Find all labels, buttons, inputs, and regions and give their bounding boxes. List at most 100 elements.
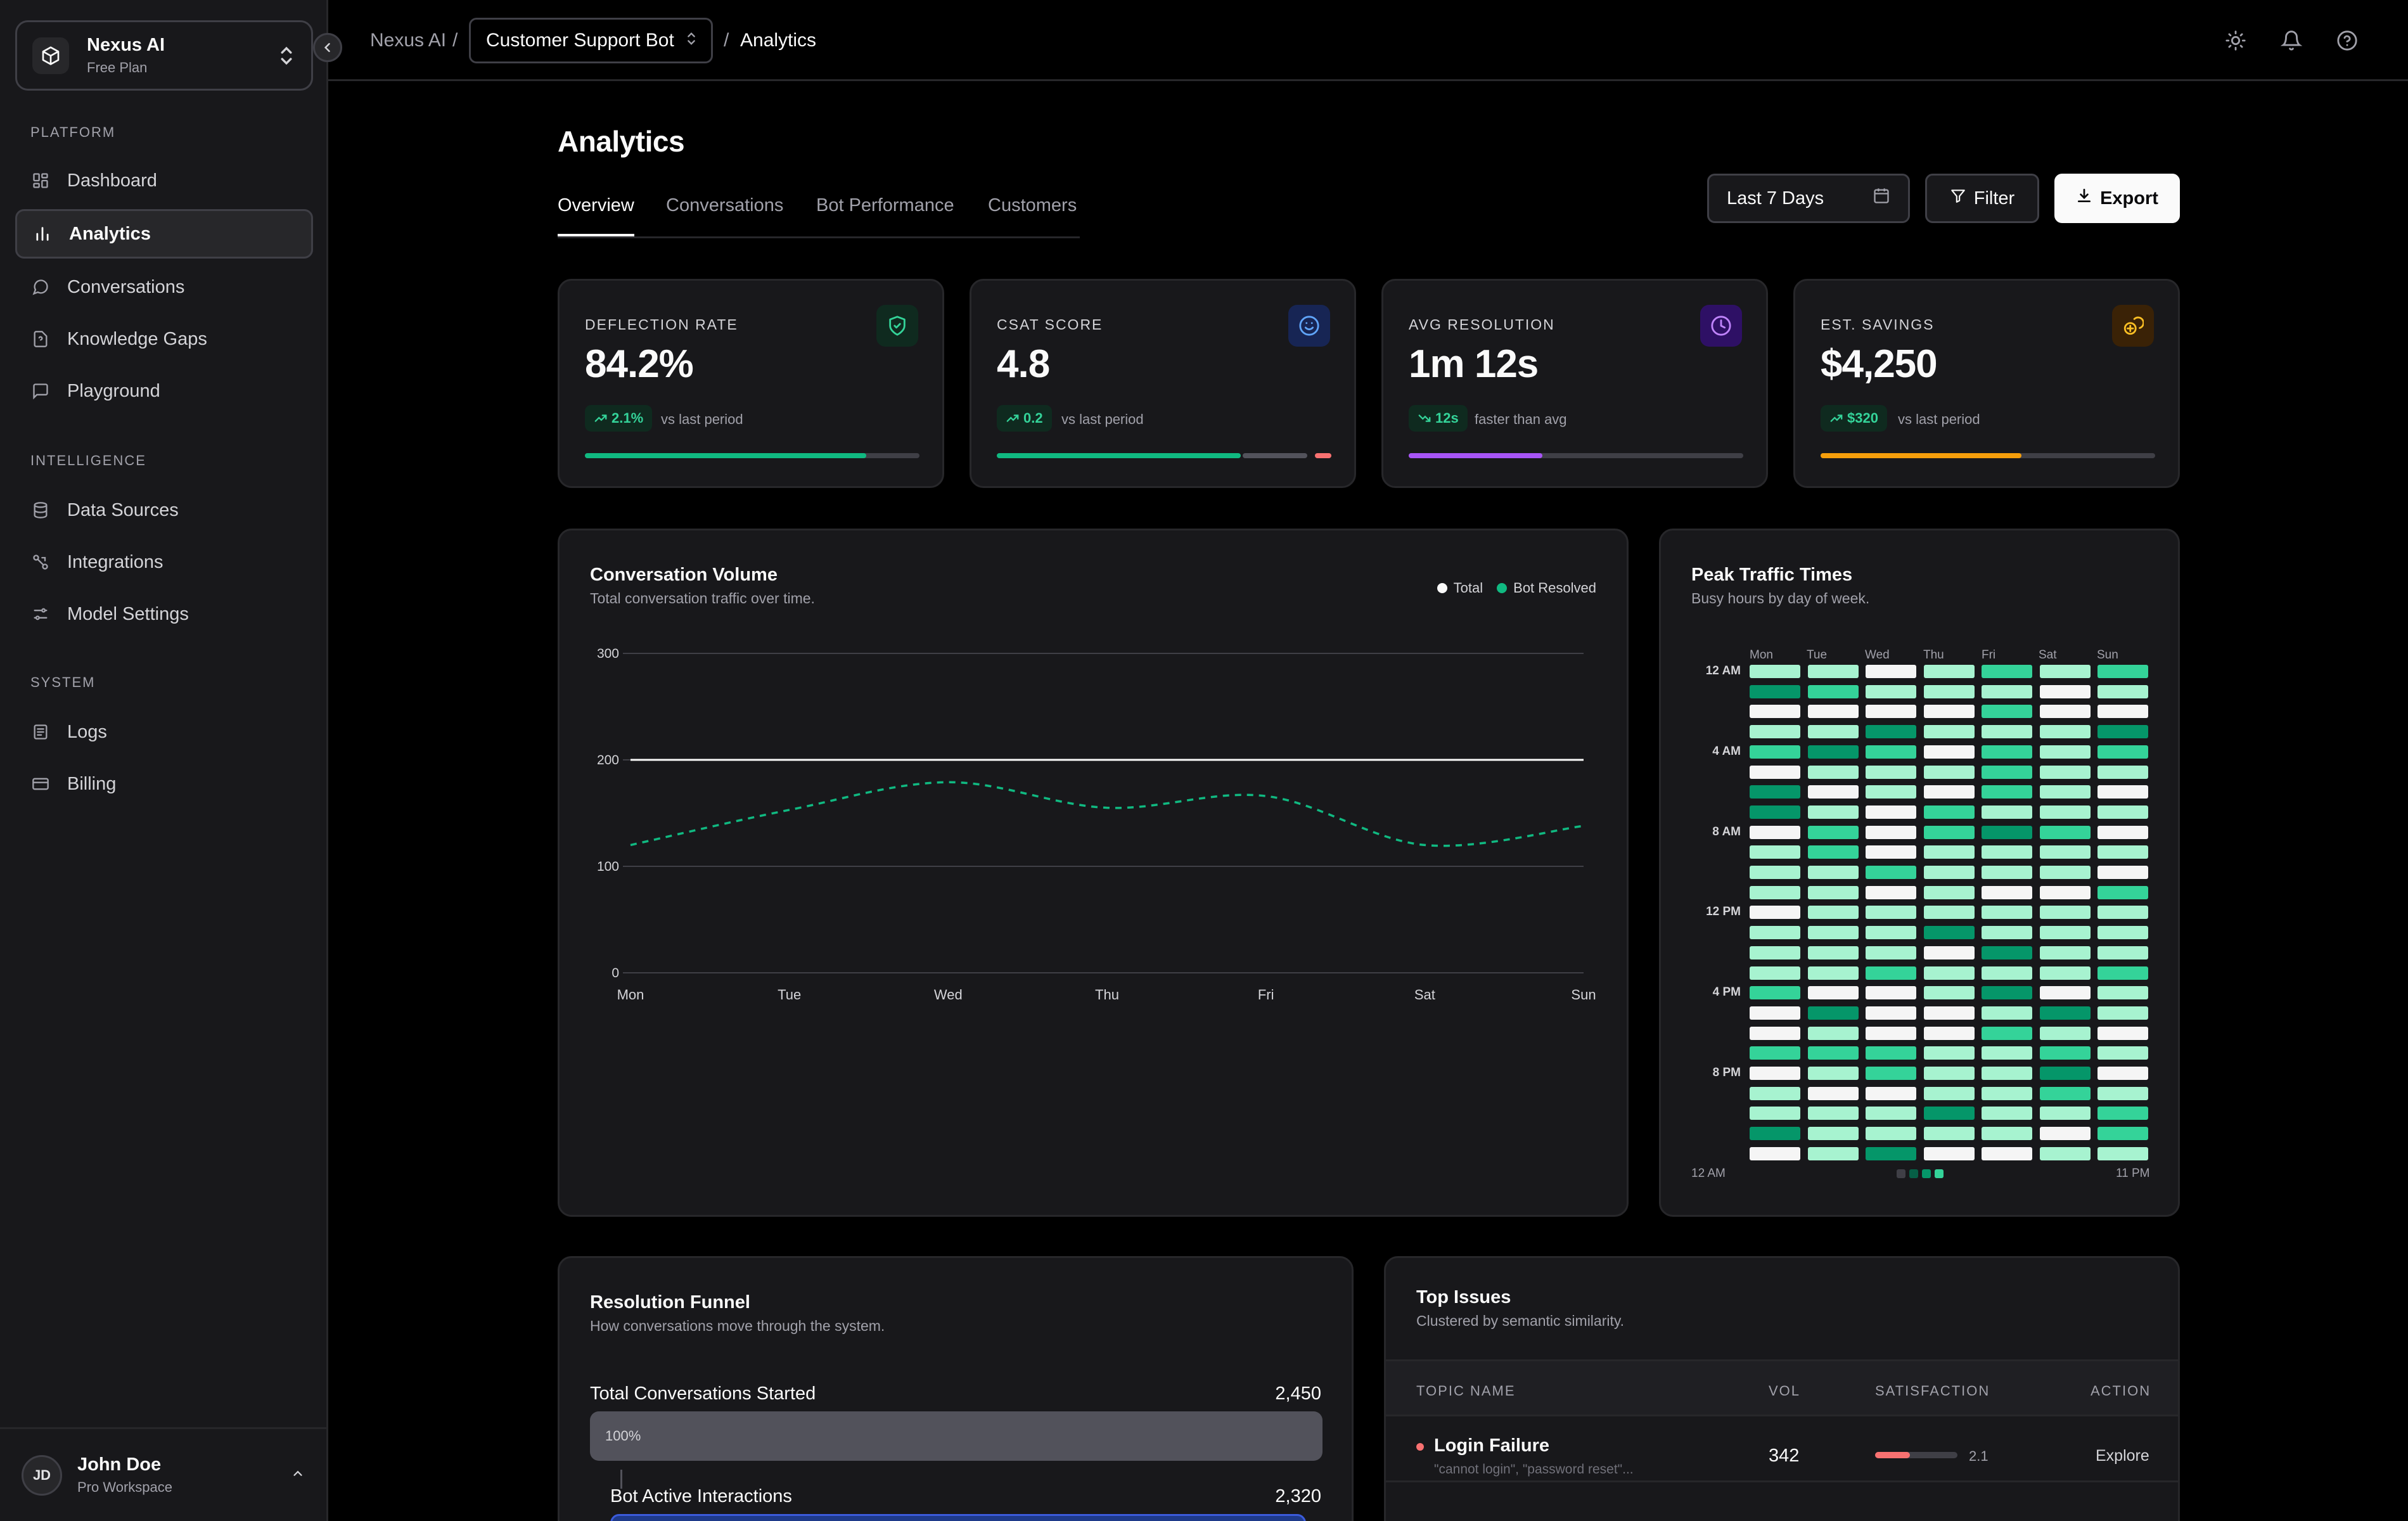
y-tick-label: 100 [597,859,619,874]
nav-item-analytics[interactable]: Analytics [15,209,313,259]
heatmap-cell [1982,1067,2032,1080]
heatmap-day-label: Mon [1750,648,1773,662]
filter-button[interactable]: Filter [1925,174,2039,223]
cube-icon [32,37,69,74]
heatmap-hour-label: 12 AM [1705,664,1741,677]
heatmap-cell [1982,1086,2032,1100]
heatmap-hour-label: 8 AM [1712,825,1741,838]
nav-item-model-settings[interactable]: Model Settings [15,589,313,639]
heatmap-cell [1923,1107,1975,1120]
analytics-tabs: Overview Conversations Bot Performance C… [558,191,1080,238]
user-menu[interactable]: JD John Doe Pro Workspace [0,1427,326,1521]
heatmap-cell [2097,1046,2148,1060]
nav-label: Logs [67,721,107,742]
heatmap-cell [1750,1006,1800,1020]
bell-icon[interactable] [2279,28,2304,53]
heatmap-cell [1866,1127,1916,1141]
nav-item-conversations[interactable]: Conversations [15,262,313,312]
heatmap-cell [2097,1006,2148,1020]
resolution-funnel-panel: Resolution Funnel How conversations move… [558,1256,1354,1521]
heatmap-cell [2039,885,2091,899]
funnel-connector [620,1470,622,1489]
tab-customers[interactable]: Customers [988,195,1077,215]
nav-item-knowledge-gaps[interactable]: Knowledge Gaps [15,314,313,364]
nav-item-playground[interactable]: Playground [15,366,313,416]
date-range-picker[interactable]: Last 7 Days [1707,174,1910,223]
tab-bot-performance[interactable]: Bot Performance [816,195,954,215]
heatmap-cell [2097,1067,2148,1080]
nav-label: Knowledge Gaps [67,328,207,349]
heatmap-cell [2039,1006,2091,1020]
nav-item-data-sources[interactable]: Data Sources [15,485,313,535]
nav-section-system: SYSTEM [30,674,96,690]
heatmap-cell [1807,805,1859,819]
nav-section-intelligence: INTELLIGENCE [30,452,146,468]
collapse-sidebar-button[interactable] [313,33,342,62]
heatmap-cell [1807,765,1859,779]
export-button[interactable]: Export [2054,174,2180,223]
heatmap-legend-swatch [1935,1169,1944,1178]
bot-selector[interactable]: Customer Support Bot [469,18,713,63]
heatmap-cell [2039,705,2091,719]
workspace-switcher[interactable]: Nexus AI Free Plan [15,20,313,91]
heatmap-cell [1750,1026,1800,1040]
breadcrumb-root[interactable]: Nexus AI [370,30,447,51]
heatmap-cell [1923,805,1975,819]
heatmap-cell [1982,745,2032,759]
workspace-plan: Free Plan [87,60,148,75]
heatmap-cell [2039,785,2091,799]
sliders-icon [30,604,51,624]
tab-conversations[interactable]: Conversations [666,195,784,215]
legend-dot-total [1437,583,1447,593]
workspace-name: Nexus AI [87,35,165,55]
breadcrumb-separator: / [452,30,458,51]
heatmap-cell [1923,725,1975,739]
severity-dot [1416,1443,1424,1451]
satisfaction-track [1875,1452,1957,1458]
heatmap-cell [2097,805,2148,819]
heatmap-cell [2039,946,2091,959]
panel-subtitle: Clustered by semantic similarity. [1416,1312,1625,1329]
heatmap-cell [1923,845,1975,859]
tab-overview[interactable]: Overview [558,195,634,236]
nav-item-billing[interactable]: Billing [15,759,313,809]
heatmap-cell [1923,986,1975,1000]
heatmap-cell [2097,845,2148,859]
heatmap-cell [1807,1107,1859,1120]
nav-item-logs[interactable]: Logs [15,707,313,757]
heatmap-cell [1982,825,2032,839]
heatmap-cell [1982,845,2032,859]
nav-item-dashboard[interactable]: Dashboard [15,156,313,205]
kpi-delta-badge: 0.2 [997,405,1052,432]
heatmap-cell [1866,1026,1916,1040]
panel-subtitle: How conversations move through the syste… [590,1318,885,1334]
issue-keywords: "cannot login", "password reset"... [1434,1462,1634,1477]
user-workspace: Pro Workspace [77,1479,172,1495]
funnel-stage-label: Total Conversations Started [590,1383,816,1404]
heatmap-cell [1923,1006,1975,1020]
heatmap-cell [1923,765,1975,779]
issue-volume: 342 [1769,1446,1800,1466]
heatmap-cell [1923,1026,1975,1040]
nav-label: Playground [67,380,160,401]
heatmap-cell [1750,805,1800,819]
heatmap-cell [2039,665,2091,678]
heatmap-legend-swatch [1922,1169,1931,1178]
x-tick-label: Tue [778,987,801,1003]
page-title: Analytics [558,125,685,158]
explore-link[interactable]: Explore [2096,1447,2149,1465]
sun-icon[interactable] [2223,28,2248,53]
heatmap-cell [1923,825,1975,839]
heatmap-cell [1807,1086,1859,1100]
kpi-delta: 0.2 [1023,410,1043,426]
x-tick-label: Wed [934,987,963,1003]
bot-selector-label: Customer Support Bot [486,30,674,51]
heatmap-cell [1750,966,1800,980]
x-tick-label: Fri [1258,987,1274,1003]
nav-item-integrations[interactable]: Integrations [15,537,313,587]
heatmap-cell [1866,946,1916,959]
heatmap-cell [1866,825,1916,839]
help-circle-icon[interactable] [2334,28,2360,53]
x-tick-label: Sun [1571,987,1596,1003]
trending-down-icon [1418,414,1431,422]
